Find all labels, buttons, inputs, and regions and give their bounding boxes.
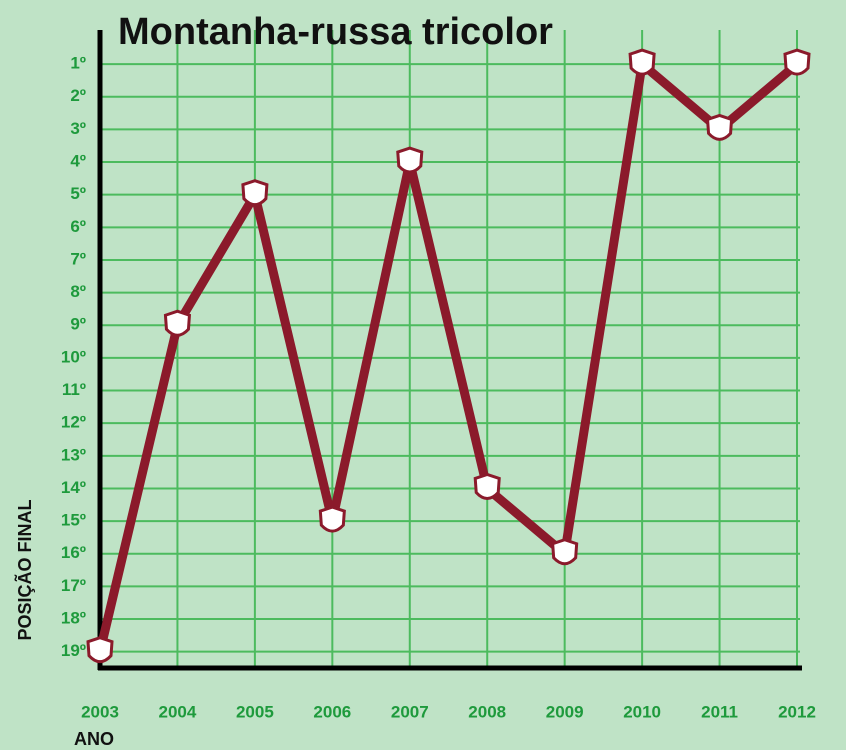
marker — [551, 538, 579, 566]
x-tick-label: 2003 — [81, 702, 119, 721]
y-tick-label: 12º — [61, 413, 86, 432]
y-tick-label: 11º — [62, 380, 86, 399]
x-tick-label: 2011 — [701, 702, 738, 721]
y-tick-label: 13º — [61, 445, 86, 464]
marker — [163, 309, 192, 337]
y-tick-label: 6º — [70, 217, 86, 236]
marker — [783, 48, 811, 76]
y-tick-label: 14º — [61, 478, 86, 497]
y-tick-label: 18º — [61, 609, 86, 628]
y-tick-label: 1º — [70, 54, 86, 73]
y-tick-label: 10º — [61, 347, 86, 366]
marker — [86, 636, 114, 664]
y-tick-label: 19º — [61, 641, 86, 660]
y-axis-label: POSIÇÃO FINAL — [14, 499, 35, 640]
marker — [705, 113, 734, 141]
line — [95, 59, 800, 653]
x-tick-label: 2009 — [546, 702, 584, 721]
x-tick-label: 2006 — [313, 702, 351, 721]
y-tick-label: 9º — [70, 315, 86, 334]
x-tick-label: 2005 — [236, 702, 274, 721]
marker — [473, 472, 501, 500]
x-tick-label: 2007 — [391, 702, 429, 721]
marker — [628, 48, 656, 76]
y-tick-label: 4º — [70, 152, 86, 171]
x-tick-label: 2012 — [778, 702, 816, 721]
y-tick-label: 16º — [61, 543, 86, 562]
y-tick-label: 2º — [70, 86, 86, 105]
chart-title: Montanha-russa tricolor — [118, 11, 553, 53]
y-tick-label: 17º — [61, 576, 86, 595]
x-axis-label: ANO — [74, 729, 114, 749]
x-tick-label: 2004 — [159, 702, 197, 721]
x-tick-label: 2008 — [468, 702, 506, 721]
y-tick-label: 15º — [61, 511, 86, 530]
y-tick-label: 8º — [70, 282, 86, 301]
x-tick-label: 2010 — [623, 702, 661, 721]
marker — [318, 505, 346, 533]
y-tick-label: 7º — [70, 249, 86, 268]
y-tick-label: 5º — [70, 184, 86, 203]
marker — [241, 179, 269, 207]
y-tick-label: 3º — [70, 119, 86, 138]
marker — [396, 146, 424, 174]
